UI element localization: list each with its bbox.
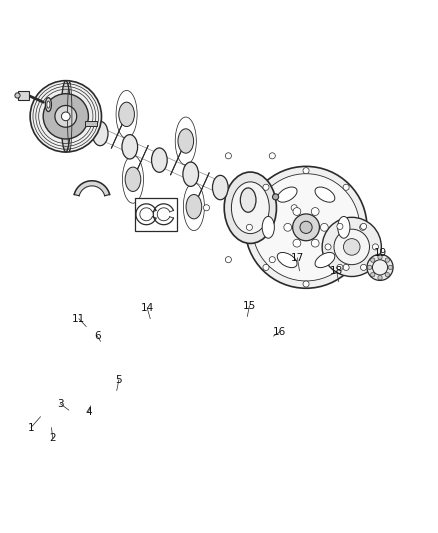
Circle shape <box>61 112 70 120</box>
Circle shape <box>303 167 309 174</box>
Text: 18: 18 <box>330 266 343 276</box>
Circle shape <box>263 264 269 270</box>
Ellipse shape <box>186 195 202 219</box>
Circle shape <box>367 254 393 280</box>
Circle shape <box>293 214 319 241</box>
Circle shape <box>293 207 301 215</box>
Circle shape <box>300 221 312 233</box>
Circle shape <box>371 258 375 262</box>
Circle shape <box>360 264 367 270</box>
Circle shape <box>269 256 276 263</box>
Text: 15: 15 <box>243 301 256 311</box>
Circle shape <box>388 265 392 270</box>
Circle shape <box>245 166 367 288</box>
Circle shape <box>343 239 360 255</box>
Circle shape <box>322 217 381 277</box>
Circle shape <box>372 260 388 275</box>
Circle shape <box>343 264 349 270</box>
Circle shape <box>284 223 292 231</box>
Circle shape <box>291 205 297 211</box>
Text: 2: 2 <box>49 433 56 443</box>
Ellipse shape <box>47 101 50 108</box>
Circle shape <box>325 244 331 250</box>
Circle shape <box>15 93 20 98</box>
FancyBboxPatch shape <box>18 91 29 100</box>
Circle shape <box>226 153 231 159</box>
Ellipse shape <box>125 167 141 191</box>
Circle shape <box>372 244 378 250</box>
Ellipse shape <box>183 162 198 187</box>
Ellipse shape <box>224 172 276 244</box>
Circle shape <box>246 224 252 230</box>
Ellipse shape <box>61 80 71 152</box>
Circle shape <box>334 229 370 265</box>
Circle shape <box>311 207 319 215</box>
Circle shape <box>55 106 77 127</box>
Text: 14: 14 <box>141 303 154 313</box>
Circle shape <box>360 223 367 230</box>
Text: 5: 5 <box>116 375 122 385</box>
Circle shape <box>378 276 382 280</box>
Circle shape <box>293 239 301 247</box>
Ellipse shape <box>119 102 134 126</box>
Circle shape <box>343 184 349 190</box>
Circle shape <box>367 265 372 270</box>
Circle shape <box>30 80 102 152</box>
Ellipse shape <box>212 175 228 200</box>
Circle shape <box>43 94 88 139</box>
Circle shape <box>272 194 279 200</box>
Circle shape <box>321 223 328 231</box>
Polygon shape <box>85 120 97 126</box>
Ellipse shape <box>231 182 269 233</box>
Ellipse shape <box>178 129 194 153</box>
Circle shape <box>385 258 389 262</box>
Circle shape <box>337 264 343 270</box>
Bar <box>135 198 177 231</box>
Text: 6: 6 <box>94 331 100 341</box>
Circle shape <box>303 281 309 287</box>
Circle shape <box>385 272 389 277</box>
Circle shape <box>269 153 276 159</box>
Ellipse shape <box>152 148 167 172</box>
Text: 19: 19 <box>374 248 387 259</box>
Circle shape <box>371 272 375 277</box>
Text: 11: 11 <box>72 314 85 324</box>
Text: 1: 1 <box>28 423 34 433</box>
Text: 17: 17 <box>291 253 304 263</box>
Polygon shape <box>74 181 110 196</box>
Circle shape <box>203 205 209 211</box>
Text: 4: 4 <box>85 407 92 417</box>
Circle shape <box>252 174 360 281</box>
Ellipse shape <box>122 135 138 159</box>
Circle shape <box>337 223 343 230</box>
Ellipse shape <box>277 187 297 202</box>
Circle shape <box>226 256 231 263</box>
Text: 16: 16 <box>273 327 286 337</box>
Ellipse shape <box>277 253 297 268</box>
Ellipse shape <box>46 98 51 111</box>
Ellipse shape <box>92 122 108 146</box>
Ellipse shape <box>262 216 274 238</box>
Ellipse shape <box>338 216 350 238</box>
Circle shape <box>360 224 366 230</box>
Ellipse shape <box>315 187 335 202</box>
Ellipse shape <box>315 253 335 268</box>
Circle shape <box>378 255 382 259</box>
Ellipse shape <box>240 188 256 212</box>
Circle shape <box>263 184 269 190</box>
Text: 3: 3 <box>57 399 64 409</box>
Circle shape <box>311 239 319 247</box>
